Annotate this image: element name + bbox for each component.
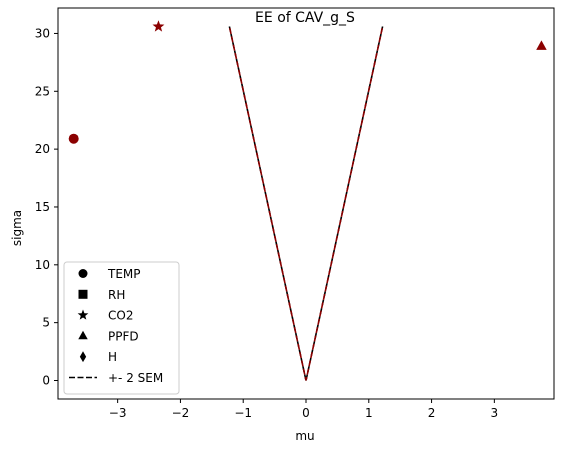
legend-label-co2: CO2 <box>108 309 133 323</box>
x-tick-label: 3 <box>491 406 499 420</box>
legend-marker-h <box>79 351 87 363</box>
legend-marker-co2 <box>77 309 89 320</box>
y-tick-label: 30 <box>35 26 50 40</box>
legend-label-sem: +- 2 SEM <box>108 371 163 385</box>
legend-label-h: H <box>108 350 117 364</box>
y-axis-label: sigma <box>10 210 24 246</box>
data-point-temp-0 <box>68 133 79 144</box>
y-tick-label: 15 <box>35 200 50 214</box>
sem-line-overlay-right <box>305 26 384 381</box>
x-axis-ticks: −3 −2 −1 0 1 2 3 <box>109 399 498 420</box>
legend-label-rh: RH <box>108 288 125 302</box>
y-tick-label: 20 <box>35 142 50 156</box>
plot-content <box>68 20 547 381</box>
y-tick-label: 0 <box>42 373 50 387</box>
legend-box <box>63 261 180 395</box>
x-axis-label: mu <box>295 429 314 443</box>
legend-marker-rh <box>78 289 88 299</box>
y-tick-label: 25 <box>35 84 50 98</box>
x-tick-label: −3 <box>109 406 127 420</box>
x-tick-label: 1 <box>365 406 373 420</box>
sem-line-overlay-left <box>228 26 307 381</box>
legend: TEMP RH CO2 PPFD H +- 2 SEM <box>63 261 180 395</box>
chart-title: EE of CAV_g_S <box>255 10 355 26</box>
legend-marker-temp <box>78 269 88 278</box>
legend-marker-ppfd <box>78 330 88 340</box>
legend-label-temp: TEMP <box>107 267 141 281</box>
data-point-co2-0 <box>152 20 165 32</box>
y-tick-label: 10 <box>35 258 50 272</box>
x-tick-label: −1 <box>234 406 252 420</box>
x-tick-label: 0 <box>302 406 310 420</box>
data-point-ppfd-0 <box>536 40 547 50</box>
x-tick-label: −2 <box>172 406 190 420</box>
y-axis-ticks: 0 5 10 15 20 25 30 <box>35 26 58 387</box>
legend-label-ppfd: PPFD <box>108 329 139 343</box>
x-tick-label: 2 <box>428 406 436 420</box>
y-tick-label: 5 <box>42 316 50 330</box>
